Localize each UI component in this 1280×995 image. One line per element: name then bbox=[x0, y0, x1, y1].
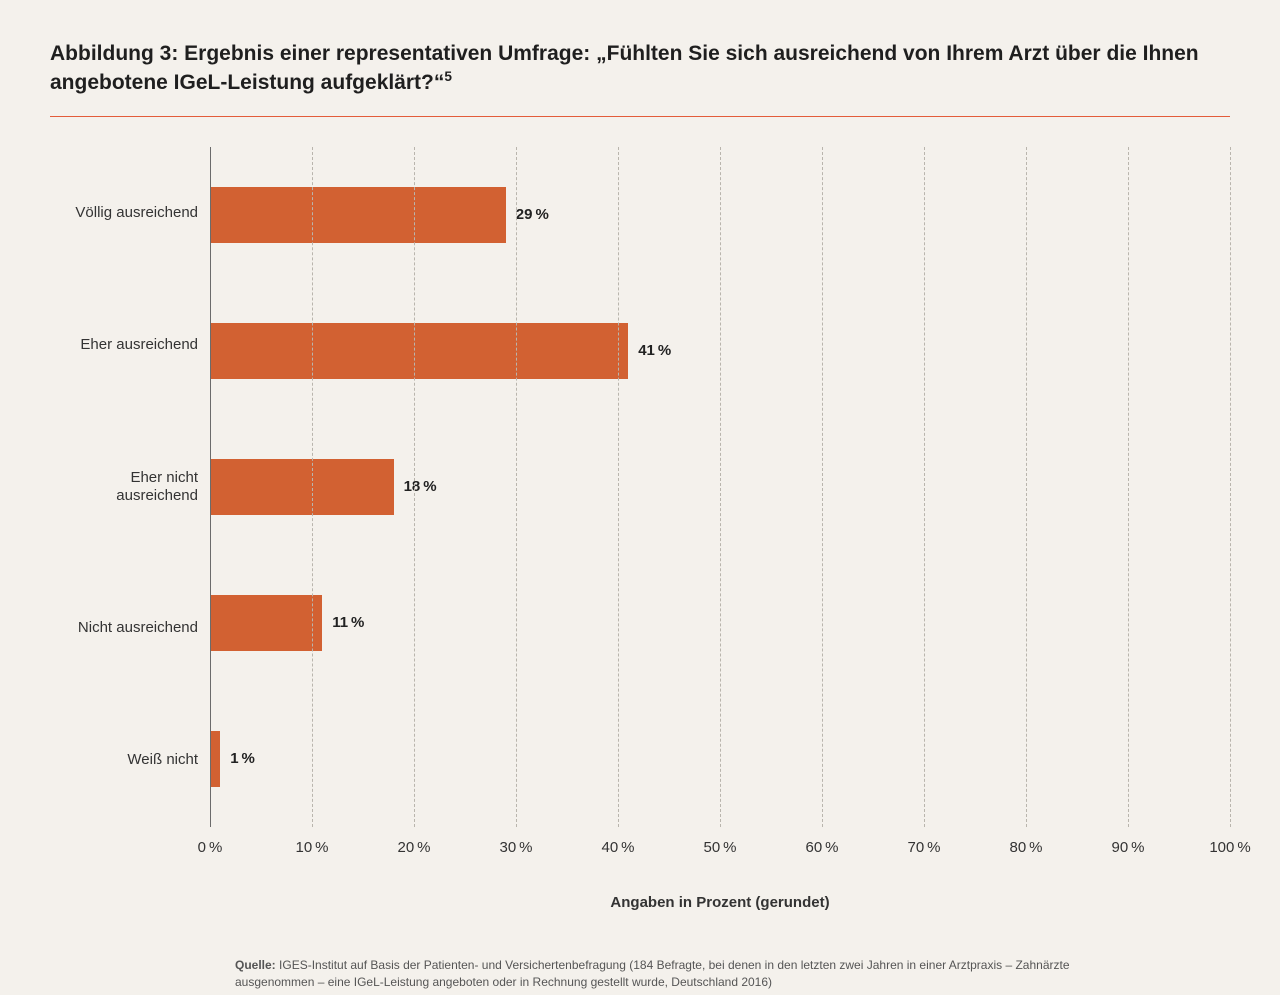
y-tick-label: Eher nicht ausreichend bbox=[50, 469, 198, 505]
bar bbox=[210, 595, 322, 651]
figure-title-footnote: 5 bbox=[444, 69, 452, 84]
figure-title: Abbildung 3: Ergebnis einer representati… bbox=[50, 40, 1230, 98]
gridline bbox=[516, 147, 517, 827]
bar bbox=[210, 323, 628, 379]
y-axis-line bbox=[210, 147, 211, 827]
gridline bbox=[822, 147, 823, 827]
x-tick-label: 10 % bbox=[295, 839, 328, 856]
x-axis-ticks: 0 %10 %20 %30 %40 %50 %60 %70 %80 %90 %1… bbox=[210, 839, 1230, 859]
gridline bbox=[1026, 147, 1027, 827]
plot-area: 29 % 41 % 18 % 11 % 1 % bbox=[210, 147, 1230, 827]
y-tick-label: Völlig ausreichend bbox=[50, 204, 198, 222]
source-label: Quelle: bbox=[235, 958, 276, 972]
bar-value-label: 41 % bbox=[638, 342, 671, 359]
x-tick-label: 50 % bbox=[703, 839, 736, 856]
y-axis-labels: Völlig ausreichend Eher ausreichend Eher n… bbox=[50, 147, 210, 827]
x-tick-label: 0 % bbox=[198, 839, 223, 856]
source-text: IGES-Institut auf Basis der Patienten- u… bbox=[235, 958, 1070, 989]
bar bbox=[210, 731, 220, 787]
x-tick-label: 30 % bbox=[499, 839, 532, 856]
bar bbox=[210, 187, 506, 243]
x-tick-label: 20 % bbox=[397, 839, 430, 856]
gridline bbox=[924, 147, 925, 827]
gridline bbox=[720, 147, 721, 827]
bar-value-label: 29 % bbox=[516, 206, 549, 223]
x-tick-label: 100 % bbox=[1209, 839, 1250, 856]
x-tick-label: 90 % bbox=[1111, 839, 1144, 856]
bar bbox=[210, 459, 394, 515]
source-note: Quelle: IGES-Institut auf Basis der Pati… bbox=[235, 957, 1105, 992]
x-tick-label: 70 % bbox=[907, 839, 940, 856]
gridline bbox=[414, 147, 415, 827]
gridline bbox=[618, 147, 619, 827]
x-axis-label: Angaben in Prozent (gerundet) bbox=[610, 894, 829, 911]
x-tick-label: 40 % bbox=[601, 839, 634, 856]
x-axis-label-wrap: Angaben in Prozent (gerundet) bbox=[210, 894, 1230, 912]
y-tick-label: Eher ausreichend bbox=[50, 336, 198, 354]
x-tick-label: 60 % bbox=[805, 839, 838, 856]
figure-title-text: Abbildung 3: Ergebnis einer representati… bbox=[50, 42, 1199, 94]
y-tick-label: Weiß nicht bbox=[50, 751, 198, 769]
chart-plot: Völlig ausreichend Eher ausreichend Eher n… bbox=[50, 147, 1230, 827]
gridline bbox=[312, 147, 313, 827]
y-tick-label: Nicht ausreichend bbox=[50, 619, 198, 637]
bar-value-label: 18 % bbox=[404, 478, 437, 495]
x-axis: 0 %10 %20 %30 %40 %50 %60 %70 %80 %90 %1… bbox=[210, 839, 1230, 859]
gridline bbox=[1128, 147, 1129, 827]
chart: Völlig ausreichend Eher ausreichend Eher n… bbox=[50, 147, 1230, 912]
figure-card: Abbildung 3: Ergebnis einer representati… bbox=[0, 0, 1280, 995]
bar-value-label: 1 % bbox=[230, 750, 255, 767]
title-rule bbox=[50, 116, 1230, 117]
x-tick-label: 80 % bbox=[1009, 839, 1042, 856]
bar-value-label: 11 % bbox=[332, 614, 364, 631]
gridline bbox=[1230, 147, 1231, 827]
